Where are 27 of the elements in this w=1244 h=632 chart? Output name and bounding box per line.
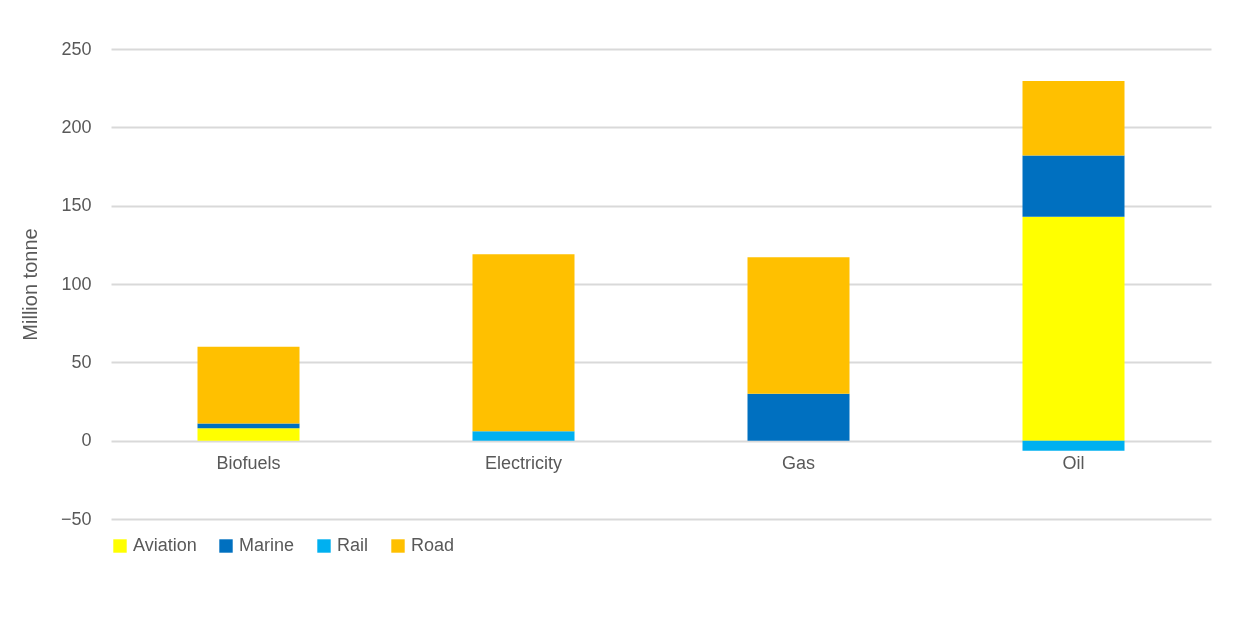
- bar: [472, 431, 575, 441]
- legend-label: Road: [411, 535, 455, 555]
- y-tick-label: 250: [61, 38, 92, 59]
- y-tick-label: 100: [61, 273, 92, 294]
- y-axis-title: Million tonne: [18, 228, 41, 341]
- y-tick-label: 150: [61, 195, 92, 216]
- bar: [472, 254, 575, 432]
- legend-label: Marine: [239, 535, 295, 555]
- x-tick-label: Electricity: [484, 453, 563, 474]
- bar: [197, 428, 300, 441]
- legend-label: Aviation: [133, 535, 197, 555]
- bar: [1022, 155, 1125, 217]
- bar: [197, 346, 300, 424]
- bar: [197, 423, 300, 429]
- y-tick-label: 200: [61, 116, 92, 137]
- legend-label: Rail: [337, 535, 369, 555]
- bar: [1022, 216, 1125, 441]
- x-tick-label: Gas: [781, 453, 816, 474]
- bar: [1022, 440, 1125, 451]
- x-tick-label: Biofuels: [216, 453, 281, 474]
- bar: [747, 257, 850, 394]
- y-tick-label: 0: [81, 430, 92, 451]
- y-tick-label: −50: [60, 508, 92, 529]
- bar: [1022, 81, 1125, 156]
- y-tick-label: 50: [71, 351, 92, 372]
- x-tick-label: Oil: [1062, 453, 1085, 474]
- bar: [747, 393, 850, 441]
